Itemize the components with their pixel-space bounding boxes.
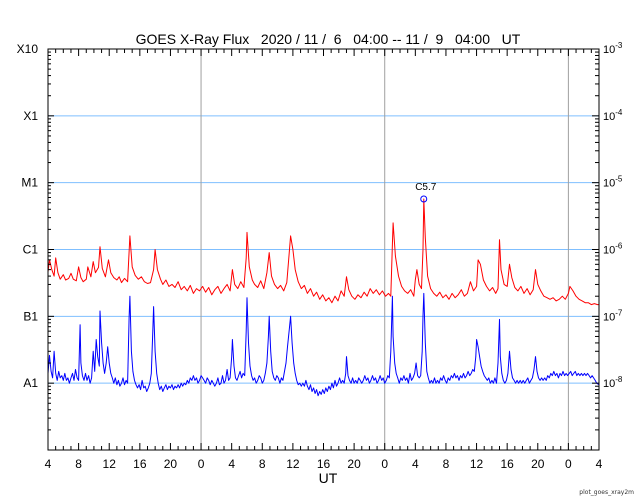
y-right-tick-label: 10-5 — [603, 175, 623, 190]
y-left-tick-label: X10 — [17, 42, 39, 56]
flare-peak-label: C5.7 — [415, 182, 437, 193]
x-tick-label: 0 — [198, 457, 205, 471]
y-right-tick-label: 10-4 — [603, 108, 623, 123]
x-axis-title: UT — [319, 470, 338, 486]
x-tick-label: 20 — [164, 457, 178, 471]
y-right-tick-label: 10-7 — [603, 308, 623, 323]
y-left-tick-label: M1 — [21, 176, 38, 190]
y-left-tick-label: X1 — [23, 109, 38, 123]
x-tick-label: 20 — [531, 457, 545, 471]
axis-layer: A1 B1 C1 M1 X1 X10 10-3 10-4 10-5 10-6 10-7 10-8 4 8 1… — [17, 41, 623, 471]
footer-label: plot_goes_xray2m — [579, 489, 634, 496]
x-tick-label: 12 — [470, 457, 484, 471]
y-right-tick-label: 10-6 — [603, 242, 623, 257]
x-tick-label: 12 — [103, 457, 117, 471]
y-right-tick-label: 10-3 — [603, 41, 623, 56]
grid-layer — [48, 49, 599, 450]
x-tick-label: 4 — [228, 457, 235, 471]
x-tick-label: 20 — [347, 457, 361, 471]
x-tick-label: 0 — [565, 457, 572, 471]
x-tick-label: 8 — [443, 457, 450, 471]
x-tick-label: 12 — [286, 457, 300, 471]
x-tick-label: 16 — [317, 457, 331, 471]
x-tick-label: 16 — [500, 457, 514, 471]
y-left-tick-label: B1 — [23, 309, 38, 323]
y-left-tick-label: C1 — [23, 243, 39, 257]
series-layer: C5.7 — [47, 182, 600, 397]
y-right-tick-label: 10-8 — [603, 375, 623, 390]
y-left-tick-label: A1 — [23, 376, 38, 390]
x-tick-label: 4 — [45, 457, 52, 471]
chart-title: GOES X-Ray Flux 2020 / 11 / 6 04:00 -- 1… — [136, 31, 521, 47]
x-tick-label: 4 — [412, 457, 419, 471]
flux-series-blue — [47, 292, 600, 397]
flare-peak-marker — [420, 195, 428, 203]
x-tick-label: 8 — [259, 457, 266, 471]
x-tick-label: 16 — [133, 457, 147, 471]
x-tick-label: 0 — [381, 457, 388, 471]
x-tick-label: 8 — [75, 457, 82, 471]
x-tick-label: 4 — [596, 457, 603, 471]
flux-series-red — [47, 198, 599, 306]
